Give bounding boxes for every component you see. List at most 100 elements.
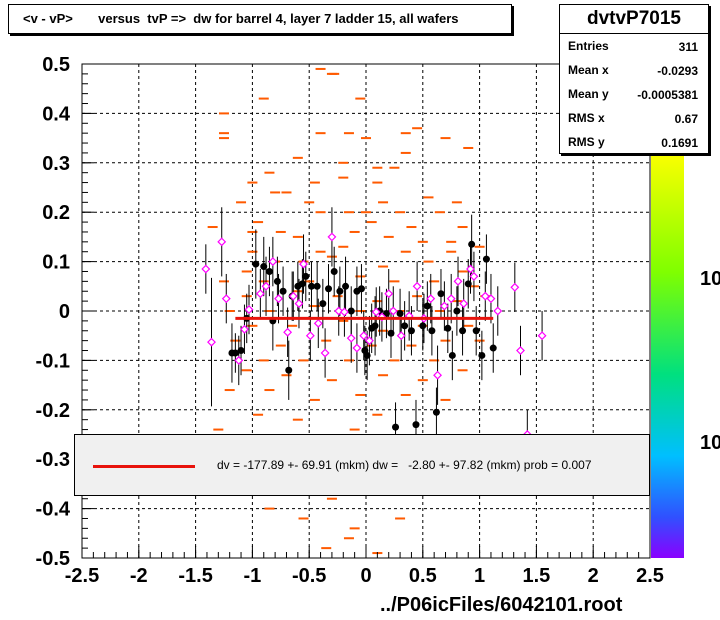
- histogram-bin: [343, 359, 354, 362]
- magenta-marker: [364, 336, 374, 346]
- x-tick-label: -2: [130, 565, 148, 587]
- histogram-bin: [270, 191, 281, 194]
- histogram-bin: [361, 211, 371, 214]
- color-palette: [651, 150, 684, 558]
- histogram-bin: [400, 151, 411, 154]
- histogram-bin: [241, 369, 252, 372]
- magenta-marker: [439, 301, 449, 311]
- histogram-bin: [332, 295, 343, 298]
- black-marker: [302, 272, 310, 280]
- magenta-marker: [459, 299, 469, 309]
- y-tick-label: 0.4: [42, 103, 71, 125]
- histogram-bin: [355, 393, 366, 396]
- magenta-marker: [346, 333, 356, 343]
- black-marker: [347, 307, 355, 315]
- histogram-bin: [219, 132, 229, 135]
- histogram-bin: [247, 181, 258, 184]
- magenta-marker: [510, 282, 520, 292]
- histogram-bin: [395, 517, 406, 520]
- histogram-bin: [349, 230, 360, 233]
- fit-legend: dv = -177.89 +- 69.91 (mkm) dw = -2.80 +…: [74, 434, 650, 496]
- black-marker: [407, 327, 415, 335]
- histogram-bin: [372, 181, 383, 184]
- x-tick-label: 0.5: [409, 565, 437, 587]
- histogram-bin: [389, 280, 400, 283]
- black-marker: [448, 351, 456, 359]
- histogram-bin: [372, 413, 383, 416]
- histogram-bin: [423, 260, 434, 263]
- black-marker: [412, 421, 420, 429]
- magenta-marker: [234, 355, 244, 365]
- y-tick-label: -0.2: [36, 400, 70, 422]
- source-file-label: ../P06icFiles/6042101.root: [380, 594, 623, 616]
- histogram-bin: [440, 398, 451, 401]
- y-tick-label: 0: [59, 301, 70, 323]
- black-marker: [478, 351, 486, 359]
- y-tick-label: -0.1: [36, 350, 70, 372]
- histogram-bins: [207, 67, 491, 555]
- histogram-bin: [247, 250, 258, 253]
- black-marker: [428, 327, 436, 335]
- plot-title: <v - vP> versus tvP => dw for barrel 4, …: [8, 4, 512, 34]
- histogram-bin: [451, 201, 462, 204]
- histogram-bin: [440, 137, 451, 140]
- black-marker: [432, 408, 440, 416]
- histogram-bin: [378, 201, 389, 204]
- histogram-bin: [463, 146, 474, 149]
- histogram-bin: [309, 398, 320, 401]
- black-marker: [273, 277, 281, 285]
- magenta-marker: [305, 331, 315, 341]
- histogram-bin: [389, 359, 400, 362]
- x-tick-label: 0: [360, 565, 371, 587]
- x-tick-label: 2.5: [636, 565, 664, 587]
- histogram-bin: [366, 221, 377, 224]
- histogram-bin: [287, 324, 298, 327]
- histogram-bin: [463, 324, 474, 327]
- histogram-bin: [207, 226, 218, 229]
- histogram-bin: [343, 537, 354, 540]
- black-marker: [265, 267, 273, 275]
- palette-label: 10: [700, 432, 720, 454]
- black-marker: [464, 280, 472, 288]
- histogram-bin: [343, 132, 354, 135]
- histogram-bin: [224, 389, 235, 392]
- histogram-bin: [349, 428, 360, 431]
- histogram-bin: [378, 265, 389, 268]
- stats-row-rms-x: RMS x 0.67: [560, 106, 708, 130]
- histogram-bin: [361, 137, 371, 140]
- histogram-bin: [253, 413, 264, 416]
- histogram-bin: [429, 280, 440, 283]
- black-marker: [319, 300, 327, 308]
- histogram-bin: [298, 517, 309, 520]
- histogram-bin: [417, 240, 428, 243]
- black-series: [228, 240, 497, 431]
- palette-label: 10: [700, 268, 720, 290]
- histogram-bin: [446, 240, 457, 243]
- stats-value: 0.67: [674, 112, 698, 126]
- histogram-bin: [247, 324, 258, 327]
- y-tick-label: 0.1: [42, 252, 70, 274]
- x-tick-label: -1: [244, 565, 262, 587]
- histogram-bin: [423, 196, 434, 199]
- black-marker: [342, 282, 350, 290]
- black-marker: [453, 307, 461, 315]
- magenta-marker: [283, 327, 293, 337]
- histogram-bin: [241, 270, 252, 273]
- black-marker: [396, 309, 404, 317]
- black-marker: [231, 349, 239, 357]
- magenta-marker: [486, 294, 496, 304]
- histogram-bin: [213, 428, 224, 431]
- x-tick-label: 1: [474, 565, 485, 587]
- black-marker: [382, 309, 390, 317]
- histogram-bin: [264, 171, 275, 174]
- magenta-marker: [221, 294, 231, 304]
- histogram-bin: [219, 112, 229, 115]
- histogram-bin: [338, 245, 349, 248]
- histogram-bin: [236, 201, 247, 204]
- histogram-bin: [457, 369, 468, 372]
- black-marker: [313, 282, 321, 290]
- legend-text: dv = -177.89 +- 69.91 (mkm) dw = -2.80 +…: [217, 458, 592, 472]
- histogram-bin: [309, 305, 320, 308]
- histogram-bin: [412, 127, 423, 130]
- black-marker: [237, 347, 245, 355]
